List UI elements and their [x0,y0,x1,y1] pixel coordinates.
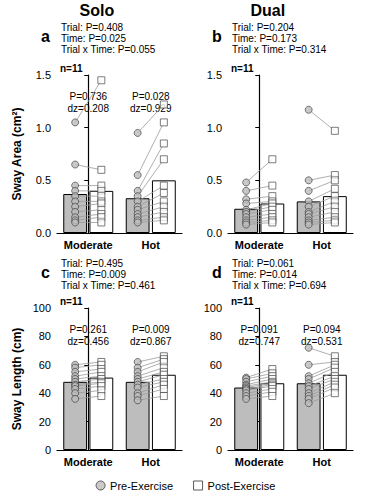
svg-text:n=11: n=11 [231,296,254,307]
svg-text:Moderate: Moderate [64,239,113,251]
svg-text:1.0: 1.0 [207,122,222,134]
svg-text:n=11: n=11 [60,63,83,74]
svg-text:Hot: Hot [313,456,332,468]
svg-text:Trial x Time: P=0.314: Trial x Time: P=0.314 [232,44,327,55]
svg-text:Hot: Hot [142,239,161,251]
svg-text:n=11: n=11 [231,63,254,74]
svg-text:Solo: Solo [80,2,115,19]
svg-text:Trial: P=0.408: Trial: P=0.408 [61,22,124,33]
svg-text:60: 60 [210,359,222,371]
svg-text:P=0.094: P=0.094 [303,324,341,335]
svg-text:Pre-Exercise: Pre-Exercise [110,480,173,492]
svg-text:Trial x Time: P=0.694: Trial x Time: P=0.694 [232,280,327,291]
svg-text:100: 100 [204,302,222,314]
svg-text:P=0.009: P=0.009 [132,324,170,335]
svg-text:Time: P=0.173: Time: P=0.173 [232,33,297,44]
svg-text:P=0.261: P=0.261 [69,323,107,335]
svg-text:Trial: P=0.061: Trial: P=0.061 [232,258,295,269]
svg-text:Sway Area (cm²): Sway Area (cm²) [10,108,24,201]
svg-text:0: 0 [216,444,222,456]
svg-text:P=0.028: P=0.028 [132,91,170,102]
svg-text:Post-Exercise: Post-Exercise [208,480,276,492]
svg-text:40: 40 [210,387,222,399]
svg-text:0.5: 0.5 [207,174,222,186]
svg-text:Time: P=0.014: Time: P=0.014 [232,269,297,280]
svg-text:20: 20 [210,416,222,428]
svg-text:80: 80 [39,330,51,342]
svg-text:b: b [212,28,222,45]
svg-text:1.0: 1.0 [36,122,51,134]
svg-text:dz=0.747: dz=0.747 [238,335,280,347]
svg-text:1.5: 1.5 [207,69,222,81]
svg-text:a: a [41,28,50,45]
svg-text:Time: P=0.025: Time: P=0.025 [61,33,126,44]
svg-text:Moderate: Moderate [64,456,113,468]
svg-text:0.5: 0.5 [36,174,51,186]
svg-text:dz=0.867: dz=0.867 [130,336,172,347]
svg-text:Trial x Time: P=0.055: Trial x Time: P=0.055 [61,44,156,55]
svg-text:P=0.736: P=0.736 [69,90,107,102]
svg-text:80: 80 [210,330,222,342]
svg-text:dz=0.929: dz=0.929 [130,102,172,114]
svg-text:Trial: P=0.204: Trial: P=0.204 [232,22,295,33]
svg-text:Trial x Time: P=0.461: Trial x Time: P=0.461 [61,280,156,291]
svg-text:Hot: Hot [142,456,161,468]
svg-text:Sway Length (cm): Sway Length (cm) [10,328,24,431]
svg-text:20: 20 [39,416,51,428]
svg-text:dz=0.531: dz=0.531 [301,335,343,347]
svg-text:60: 60 [39,359,51,371]
svg-text:dz=0.208: dz=0.208 [67,102,109,114]
svg-text:d: d [212,264,222,281]
svg-text:0.0: 0.0 [36,227,51,239]
svg-text:c: c [41,264,50,281]
svg-text:Moderate: Moderate [235,239,284,251]
svg-text:Time: P=0.009: Time: P=0.009 [61,269,126,280]
svg-text:dz=0.456: dz=0.456 [67,335,109,347]
svg-text:1.5: 1.5 [36,69,51,81]
svg-text:n=11: n=11 [60,296,83,307]
svg-text:Moderate: Moderate [235,456,284,468]
svg-text:P=0.091: P=0.091 [240,323,278,335]
svg-text:Hot: Hot [313,239,332,251]
svg-text:0.0: 0.0 [207,227,222,239]
svg-text:Trial: P=0.495: Trial: P=0.495 [61,258,124,269]
svg-text:100: 100 [33,302,51,314]
svg-text:40: 40 [39,387,51,399]
svg-text:Dual: Dual [251,2,286,19]
svg-text:0: 0 [45,444,51,456]
